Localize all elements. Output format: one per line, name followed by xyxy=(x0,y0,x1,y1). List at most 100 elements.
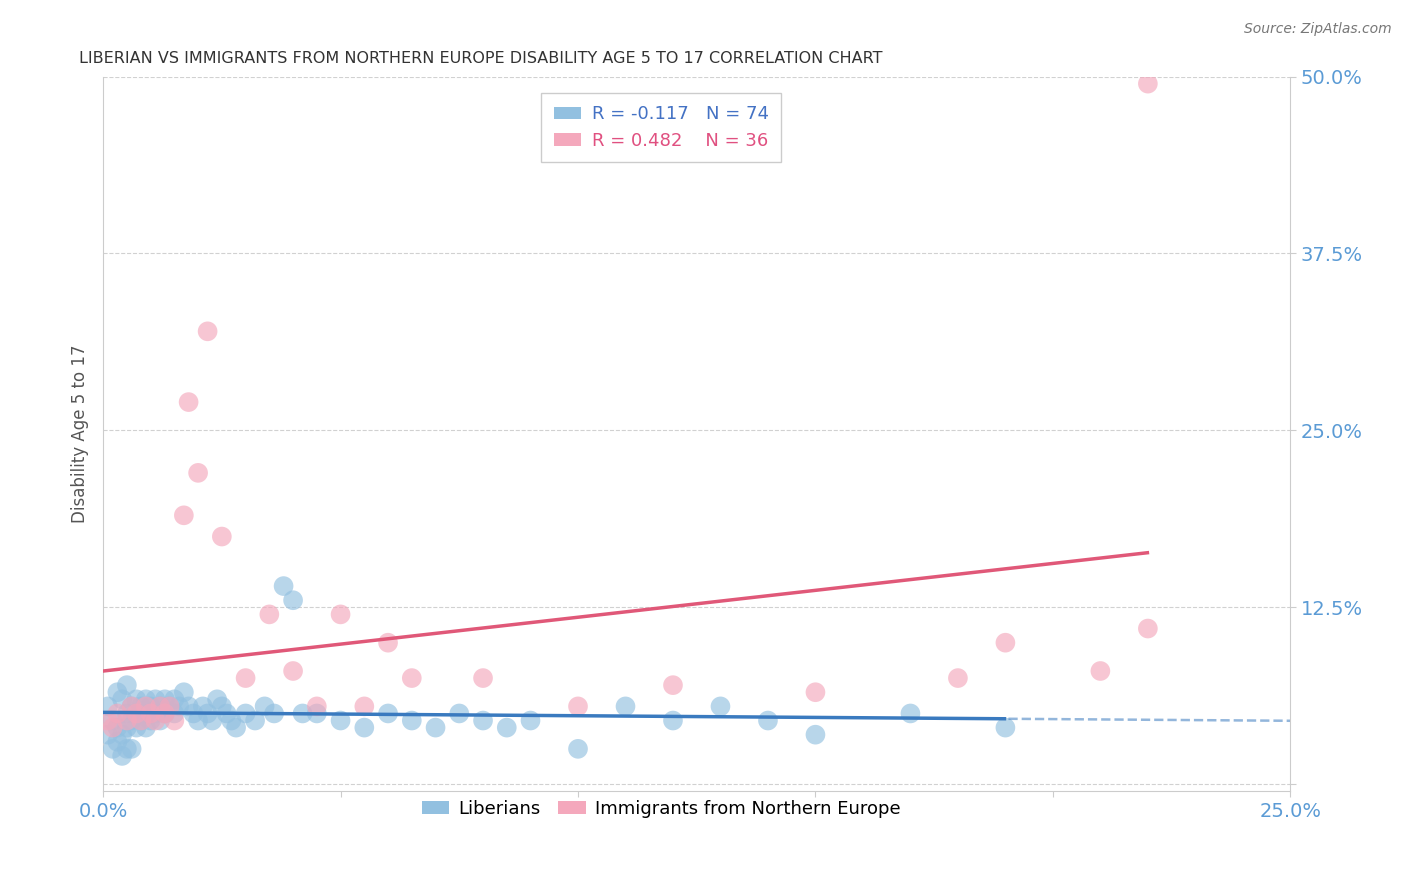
Point xyxy=(129,699,152,714)
Point xyxy=(519,714,541,728)
Point xyxy=(163,706,186,721)
Point xyxy=(994,636,1017,650)
Point xyxy=(149,699,172,714)
Point xyxy=(163,692,186,706)
Point xyxy=(145,714,167,728)
Point xyxy=(187,466,209,480)
Point xyxy=(145,706,167,721)
Point xyxy=(139,699,162,714)
Point xyxy=(121,699,143,714)
Point xyxy=(804,685,827,699)
Point xyxy=(125,721,148,735)
Point xyxy=(111,748,134,763)
Point xyxy=(211,530,233,544)
Point xyxy=(115,742,138,756)
Point xyxy=(211,699,233,714)
Point xyxy=(567,699,589,714)
Point xyxy=(614,699,637,714)
Point xyxy=(153,692,176,706)
Point xyxy=(221,714,243,728)
Point xyxy=(662,678,685,692)
Point xyxy=(273,579,295,593)
Point xyxy=(135,699,157,714)
Point xyxy=(173,685,195,699)
Point xyxy=(994,721,1017,735)
Point xyxy=(97,699,120,714)
Point xyxy=(115,721,138,735)
Point xyxy=(281,664,304,678)
Point xyxy=(205,692,228,706)
Point xyxy=(173,508,195,523)
Point xyxy=(105,685,128,699)
Point xyxy=(105,706,128,721)
Point xyxy=(97,714,120,728)
Point xyxy=(163,714,186,728)
Point xyxy=(1136,622,1159,636)
Point xyxy=(111,692,134,706)
Point xyxy=(135,721,157,735)
Point xyxy=(101,721,124,735)
Point xyxy=(159,699,181,714)
Point xyxy=(329,607,352,622)
Point xyxy=(115,714,138,728)
Point xyxy=(900,706,922,721)
Point xyxy=(145,692,167,706)
Point xyxy=(235,671,257,685)
Point xyxy=(197,324,219,338)
Point xyxy=(225,721,247,735)
Point xyxy=(129,714,152,728)
Point xyxy=(105,735,128,749)
Point xyxy=(662,714,685,728)
Point xyxy=(401,714,423,728)
Point xyxy=(291,706,314,721)
Point xyxy=(191,699,214,714)
Text: Source: ZipAtlas.com: Source: ZipAtlas.com xyxy=(1244,22,1392,37)
Point xyxy=(756,714,779,728)
Point xyxy=(101,714,124,728)
Point xyxy=(472,671,495,685)
Point xyxy=(709,699,731,714)
Y-axis label: Disability Age 5 to 17: Disability Age 5 to 17 xyxy=(72,344,89,524)
Point xyxy=(495,721,517,735)
Point xyxy=(187,714,209,728)
Point xyxy=(263,706,285,721)
Point xyxy=(177,699,200,714)
Point xyxy=(215,706,238,721)
Point xyxy=(235,706,257,721)
Point xyxy=(305,699,328,714)
Point xyxy=(153,706,176,721)
Point xyxy=(177,395,200,409)
Point xyxy=(153,706,176,721)
Point xyxy=(111,728,134,742)
Point xyxy=(197,706,219,721)
Point xyxy=(243,714,266,728)
Point xyxy=(472,714,495,728)
Point xyxy=(121,742,143,756)
Point xyxy=(425,721,447,735)
Point xyxy=(183,706,205,721)
Point xyxy=(201,714,224,728)
Point xyxy=(1090,664,1112,678)
Point xyxy=(253,699,276,714)
Point xyxy=(353,721,375,735)
Point xyxy=(149,699,172,714)
Point xyxy=(804,728,827,742)
Point xyxy=(135,706,157,721)
Point xyxy=(377,636,399,650)
Point xyxy=(1136,77,1159,91)
Point xyxy=(149,714,172,728)
Point xyxy=(121,714,143,728)
Point xyxy=(305,706,328,721)
Point xyxy=(121,699,143,714)
Point xyxy=(125,706,148,721)
Point xyxy=(259,607,281,622)
Point xyxy=(115,706,138,721)
Point xyxy=(129,714,152,728)
Point xyxy=(125,692,148,706)
Point xyxy=(159,699,181,714)
Point xyxy=(353,699,375,714)
Point xyxy=(105,721,128,735)
Point xyxy=(97,728,120,742)
Point xyxy=(449,706,471,721)
Point xyxy=(135,692,157,706)
